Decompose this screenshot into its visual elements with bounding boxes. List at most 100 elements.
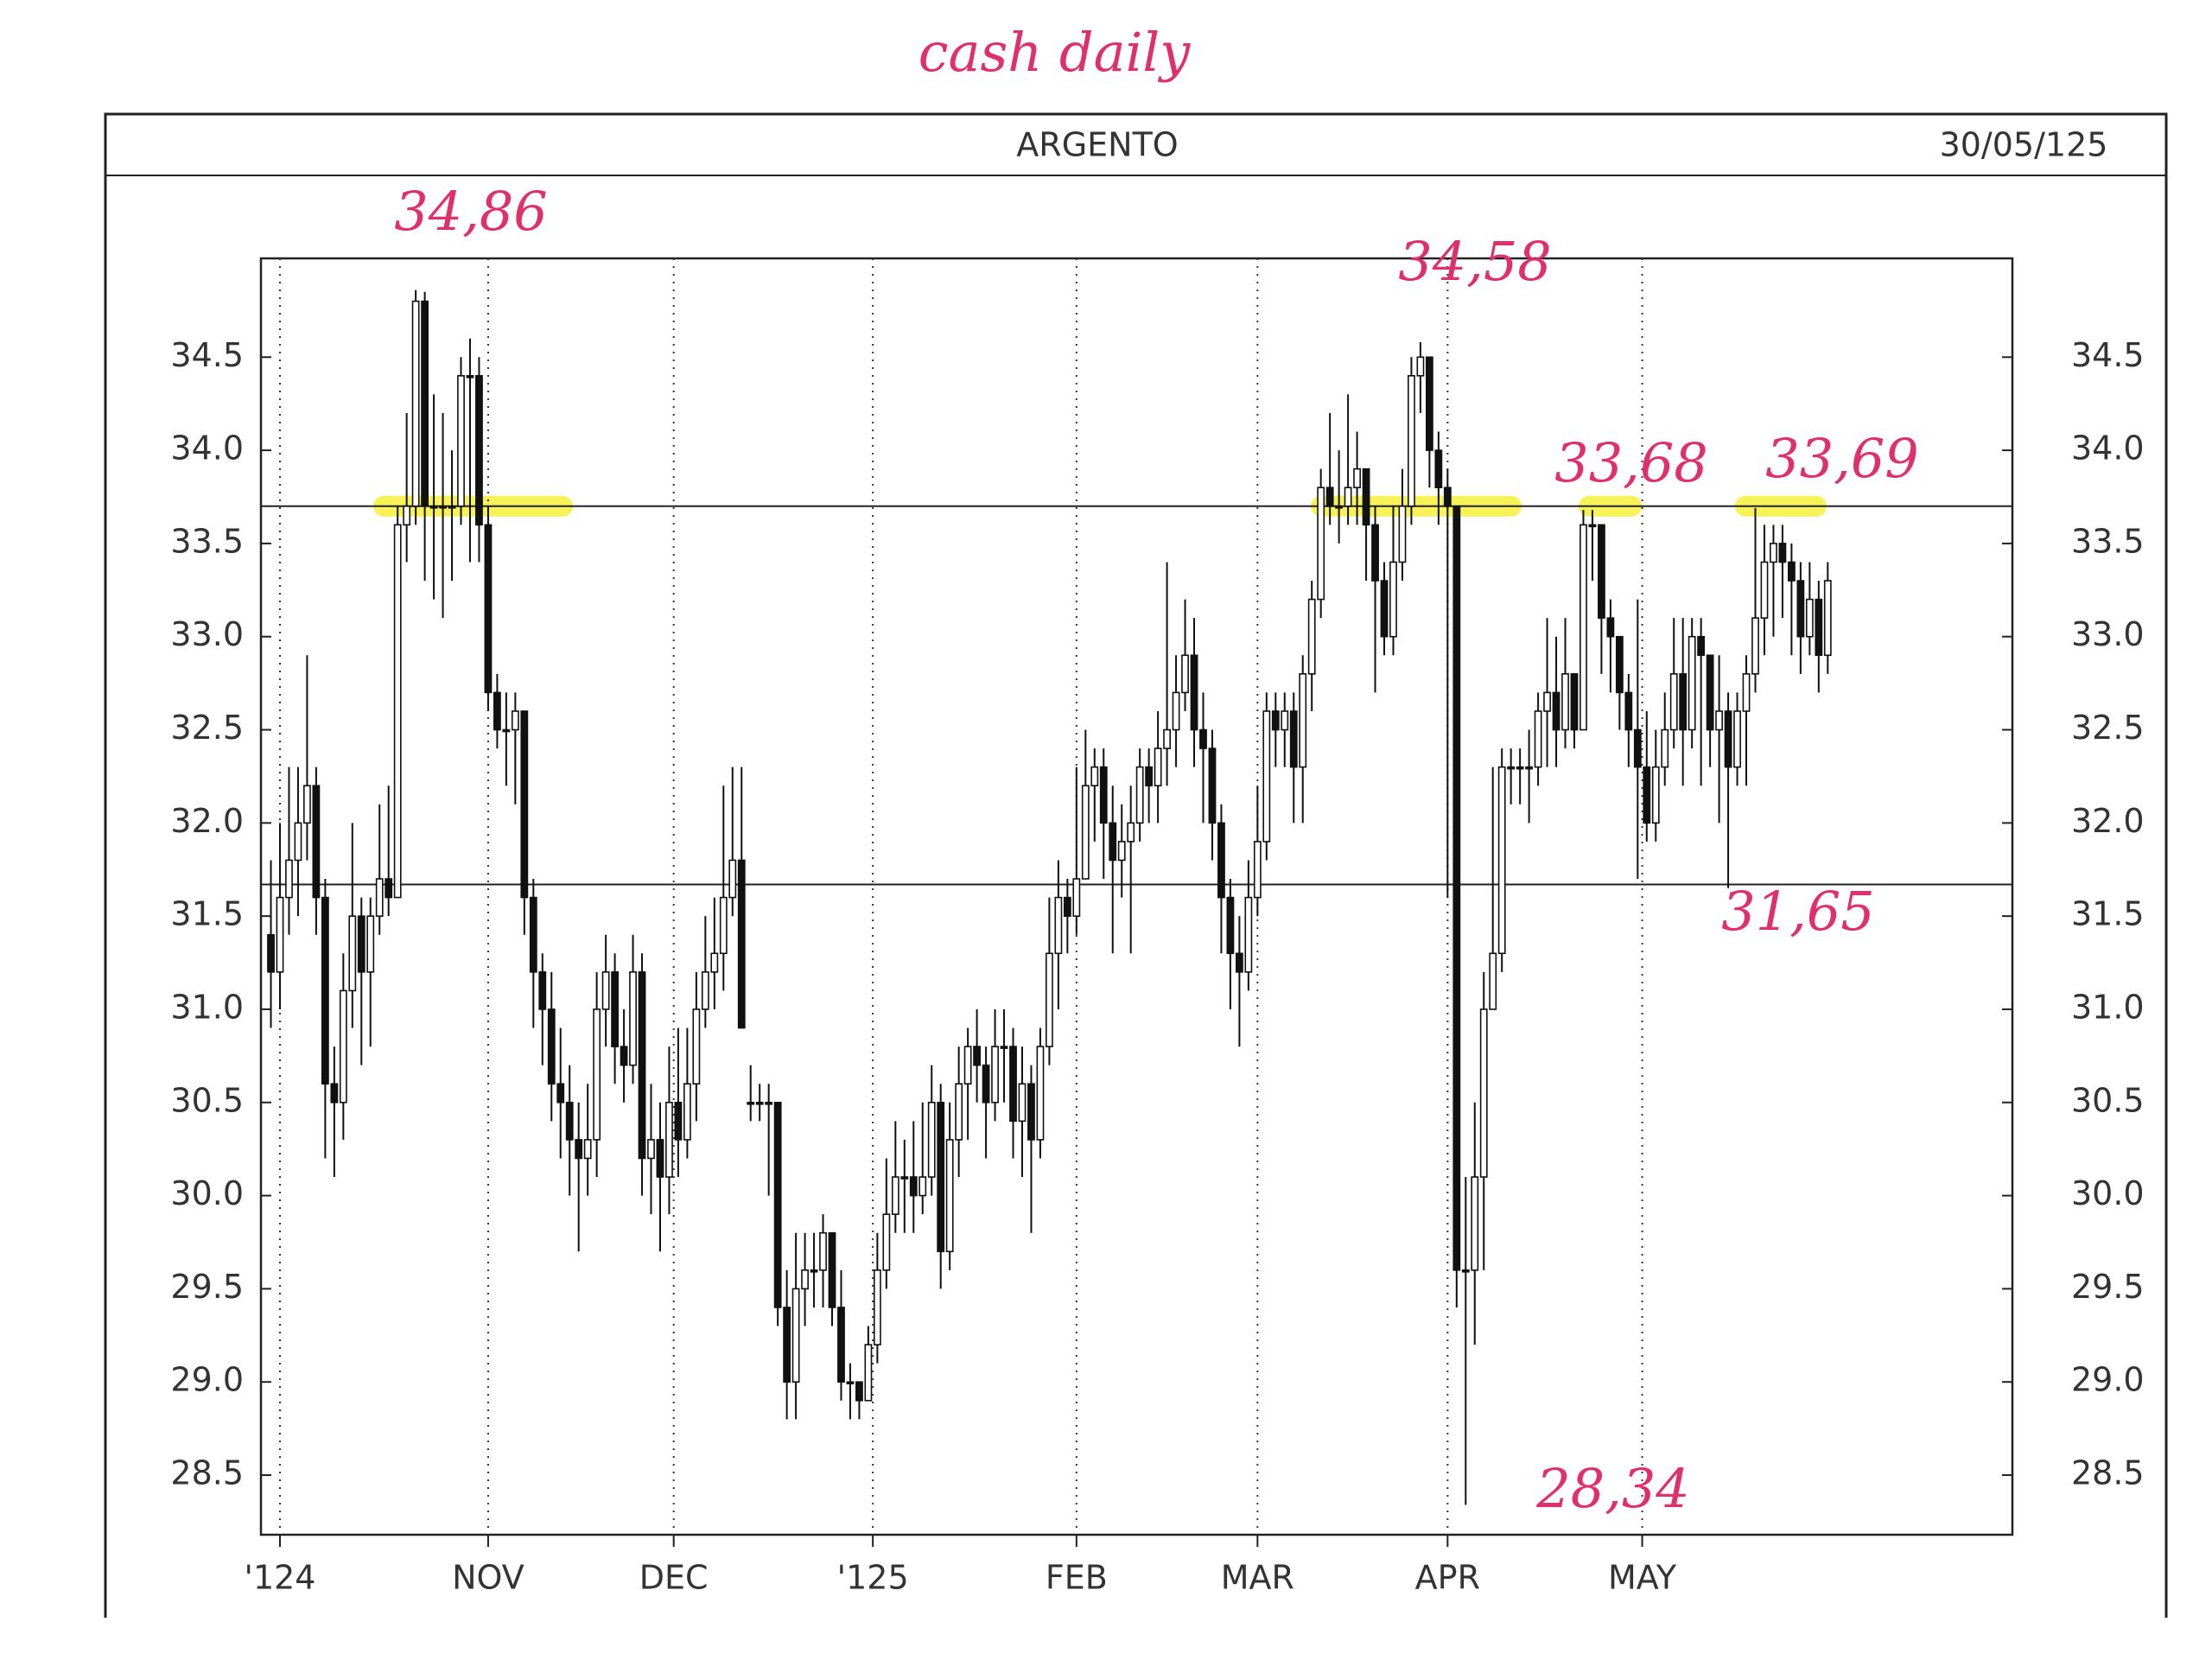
candle-body <box>1353 468 1361 489</box>
outer-frame <box>104 112 2168 1618</box>
candle-body <box>1615 635 1624 694</box>
chart-title: ARGENTO <box>1016 126 1178 164</box>
candle-body <box>837 1307 845 1383</box>
candle-body <box>801 1269 809 1290</box>
candle-body <box>963 1046 972 1085</box>
candle-body <box>1715 710 1723 731</box>
y-tick-label-right: 34.5 <box>2071 336 2145 374</box>
candle-body <box>556 1083 565 1104</box>
y-tick-label-right: 33.0 <box>2071 615 2145 653</box>
candle-body <box>375 878 384 917</box>
candle-body <box>1036 1046 1045 1141</box>
y-tick-label-left: 29.5 <box>170 1268 244 1306</box>
candle-body <box>1081 785 1090 880</box>
candle-body <box>1163 728 1171 749</box>
y-tick-label-left: 33.0 <box>170 615 244 653</box>
candle-body <box>1796 580 1805 638</box>
candle-body <box>674 1101 683 1141</box>
y-tick-label-left: 31.0 <box>170 988 244 1026</box>
y-tick-label-right: 31.5 <box>2071 895 2145 933</box>
candle-body <box>267 933 275 973</box>
candle-body <box>348 915 357 992</box>
handwritten-title: cash daily <box>918 21 1191 84</box>
candle-body <box>411 300 420 507</box>
candle-body <box>1770 543 1777 563</box>
candle-body <box>945 1139 954 1253</box>
candle-body <box>1154 747 1162 787</box>
candle-body <box>1525 766 1534 770</box>
candle-body <box>692 1008 701 1085</box>
candle-body <box>846 1381 855 1384</box>
candle-body <box>1199 728 1207 749</box>
candle-body <box>719 896 728 955</box>
candle-body <box>927 1101 936 1178</box>
candle-body <box>1651 766 1660 824</box>
candle-body <box>1317 487 1325 601</box>
x-tick-label: DEC <box>639 1559 709 1597</box>
candle-body <box>855 1381 863 1402</box>
candle-body <box>303 785 311 824</box>
plot-frame <box>259 257 2014 1536</box>
candle-body <box>955 1083 963 1141</box>
handwritten-annotation: 31,65 <box>1721 880 1875 943</box>
candle-body <box>1598 524 1605 619</box>
candle-body <box>357 915 365 973</box>
candle-body <box>330 1083 339 1104</box>
candle-body <box>593 1008 601 1141</box>
y-tick-label-left: 30.0 <box>170 1174 244 1212</box>
candle-body <box>1742 673 1751 712</box>
y-tick-label-left: 32.5 <box>170 709 244 747</box>
candle-body <box>1135 766 1144 824</box>
candle-body <box>565 1101 574 1141</box>
candle-body <box>385 878 393 899</box>
candle-body <box>1109 822 1117 862</box>
candle-body <box>1371 524 1379 582</box>
candle-body <box>1543 691 1551 712</box>
candle-body <box>1289 710 1298 768</box>
candle-body <box>1172 691 1180 731</box>
candle-body <box>819 1231 827 1271</box>
candle-body <box>1235 952 1243 973</box>
candle-body <box>1046 952 1053 1047</box>
candle-body <box>882 1213 891 1271</box>
y-tick-label-left: 34.0 <box>170 429 244 468</box>
y-tick-label-right: 33.5 <box>2071 522 2145 560</box>
candle-body <box>457 375 465 507</box>
candle-body <box>1471 1176 1479 1271</box>
candle-body <box>448 505 456 509</box>
candle-body <box>638 971 646 1160</box>
candle-body <box>1244 896 1253 973</box>
y-tick-label-left: 29.0 <box>170 1361 244 1399</box>
x-tick-label: APR <box>1415 1559 1480 1597</box>
y-tick-label-right: 32.0 <box>2071 802 2145 840</box>
candle-body <box>1262 710 1271 843</box>
candle-body <box>982 1064 990 1104</box>
candle-body <box>873 1269 881 1345</box>
candle-body <box>1271 710 1280 731</box>
candle-body <box>828 1231 836 1308</box>
handwritten-annotation: 33,69 <box>1765 427 1919 490</box>
candle-body <box>1552 691 1560 731</box>
candle-body <box>529 896 537 973</box>
candle-body <box>1606 617 1615 638</box>
candle-body <box>1398 505 1407 563</box>
candle-body <box>1561 673 1569 731</box>
candle-body <box>1299 673 1307 768</box>
candle-body <box>1307 598 1316 675</box>
candle-body <box>1027 1083 1035 1141</box>
candle-body <box>1226 896 1235 955</box>
chart-date: 30/05/125 <box>1940 126 2108 164</box>
y-tick-label-right: 30.0 <box>2071 1174 2145 1212</box>
y-tick-label-right: 34.0 <box>2071 429 2145 468</box>
x-tick-label: NOV <box>452 1559 524 1597</box>
candle-body <box>511 710 519 731</box>
candle-body <box>1099 766 1108 824</box>
candle-body <box>575 1139 583 1160</box>
candle-body <box>484 524 493 694</box>
candle-body <box>1706 654 1714 731</box>
candle-body <box>1253 841 1262 899</box>
candle-body <box>429 505 438 509</box>
candle-body <box>547 1008 556 1085</box>
candle-body <box>1688 635 1696 731</box>
